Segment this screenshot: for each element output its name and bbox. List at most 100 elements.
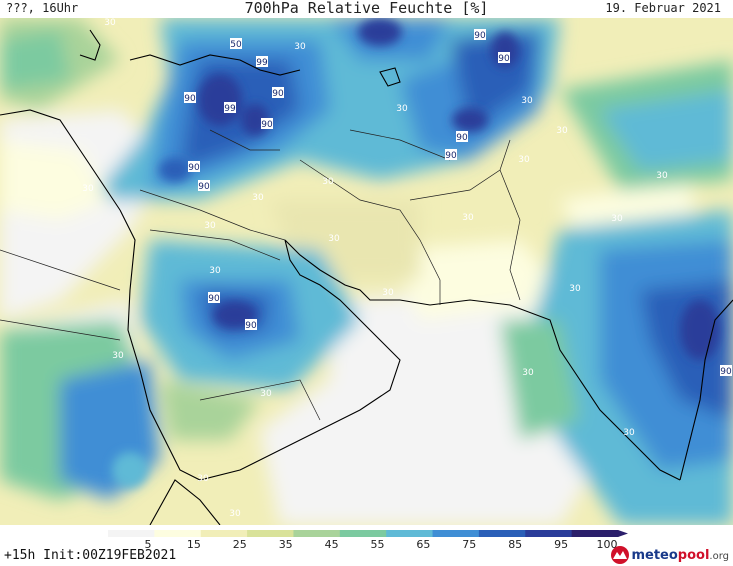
colorbar-tick-label: 95 [554, 538, 568, 549]
init-time-label: +15h Init:00Z19FEB2021 [4, 548, 177, 563]
contour-label-text: 30 [209, 266, 221, 276]
contour-label: 30 [252, 193, 264, 203]
contour-label: 30 [522, 368, 534, 378]
contour-label-text: 90 [445, 151, 457, 161]
colorbar-swatch [525, 530, 573, 537]
contour-label: 90 [261, 118, 273, 130]
colorbar-tick-label: 65 [416, 538, 430, 549]
contour-label: 30 [112, 351, 124, 361]
contour-label-text: 90 [188, 163, 200, 173]
humidity-field [0, 18, 733, 525]
map-title: 700hPa Relative Feuchte [%] [244, 0, 489, 17]
contour-label: 90 [272, 87, 284, 99]
contour-label: 99 [256, 56, 268, 68]
contour-label-text: 30 [260, 389, 272, 399]
contour-label: 30 [229, 509, 241, 519]
contour-label: 90 [245, 319, 257, 331]
colorbar-tick-label: 35 [279, 538, 293, 549]
contour-label-text: 90 [720, 367, 732, 377]
logo-icon [611, 546, 630, 564]
colorbar-tick-label: 25 [233, 538, 247, 549]
borders [0, 129, 521, 421]
contour-label-text: 90 [208, 294, 220, 304]
contour-label: 30 [518, 155, 530, 165]
contour-label: 90 [208, 292, 220, 304]
map-canvas: 30 50 30 99 90 90 90 99 90 90 30 30 90 90 30 30 30 90 90 30… [0, 18, 733, 525]
contour-label-text: 30 [82, 184, 94, 194]
colorbar-tick-label: 15 [187, 538, 201, 549]
contour-label: 90 [184, 92, 196, 104]
colorbar-tick-label: 75 [462, 538, 476, 549]
meteopool-logo: meteopool.org [609, 545, 729, 565]
contour-label: 30 [382, 288, 394, 298]
colorbar-swatch [293, 530, 341, 537]
contour-label-text: 50 [230, 40, 242, 50]
contour-label-text: 30 [522, 368, 534, 378]
contour-label: 90 [445, 149, 457, 161]
contour-label: 30 [197, 474, 209, 484]
colorbar-tick-label: 55 [371, 538, 385, 549]
forecast-date: 19. Februar 2021 [605, 1, 721, 15]
contour-label-text: 30 [396, 104, 408, 114]
contour-label-text: 30 [204, 221, 216, 231]
contour-label-text: 30 [112, 351, 124, 361]
colorbar-tick-label: 85 [508, 538, 522, 549]
contour-label: 30 [82, 184, 94, 194]
contour-label-text: 30 [294, 42, 306, 52]
contour-label-text: 30 [104, 18, 116, 28]
contour-label-text: 30 [328, 234, 340, 244]
contour-label-text: 30 [322, 177, 334, 187]
humidity-map: 30 50 30 99 90 90 90 99 90 90 30 30 90 90 30 30 30 90 90 30… [0, 18, 733, 525]
colorbar-swatch [154, 530, 202, 537]
contour-label-text: 99 [224, 104, 236, 114]
logo-brand-b: pool [677, 547, 710, 563]
contour-label-text: 30 [623, 428, 635, 438]
contour-label: 30 [322, 177, 334, 187]
header-bar: ???, 16Uhr 700hPa Relative Feuchte [%] 1… [0, 0, 733, 18]
contour-label: 30 [623, 428, 635, 438]
colorbar-tick-label: 5 [145, 538, 152, 549]
contour-label: 30 [328, 234, 340, 244]
contour-label-text: 30 [521, 96, 533, 106]
contour-label: 30 [260, 389, 272, 399]
contour-label-text: 90 [198, 182, 210, 192]
contour-label: 30 [656, 171, 668, 181]
colorbar-swatch [432, 530, 480, 537]
colorbar-tick-label: 45 [325, 538, 339, 549]
contour-label: 50 [230, 38, 242, 50]
contour-label: 90 [188, 161, 200, 173]
contour-label: 90 [456, 131, 468, 143]
contour-label: 30 [396, 104, 408, 114]
contour-label-text: 90 [456, 133, 468, 143]
colorbar-extend-arrow [618, 530, 628, 537]
colorbar-swatch [200, 530, 248, 537]
contour-label-text: 90 [272, 89, 284, 99]
logo-suffix: .org [709, 550, 729, 562]
contour-label-text: 30 [252, 193, 264, 203]
contour-label-text: 90 [261, 120, 273, 130]
contour-label: 99 [224, 102, 236, 114]
colorbar-swatches [108, 530, 628, 537]
contour-label: 90 [474, 29, 486, 41]
coastlines [0, 29, 733, 525]
colorbar-swatch [478, 530, 526, 537]
contour-label-text: 30 [556, 126, 568, 136]
contour-label-text: 90 [245, 321, 257, 331]
contour-label: 30 [204, 221, 216, 231]
contour-label-text: 30 [656, 171, 668, 181]
contour-label-text: 99 [256, 58, 268, 68]
contour-label-text: 30 [382, 288, 394, 298]
contour-label-text: 90 [498, 54, 510, 64]
colorbar-tick-label: 100 [597, 538, 618, 549]
contour-label-text: 30 [518, 155, 530, 165]
colorbar-swatch [571, 530, 619, 537]
colorbar-swatch [108, 530, 155, 537]
contour-label: 30 [556, 126, 568, 136]
contour-label-text: 30 [569, 284, 581, 294]
contour-label-text: 30 [611, 214, 623, 224]
contour-label-text: 30 [197, 474, 209, 484]
contour-label: 30 [462, 213, 474, 223]
contour-label-text: 30 [462, 213, 474, 223]
colorbar-swatch [247, 530, 294, 537]
contour-labels: 30 50 30 99 90 90 90 99 90 90 30 30 90 90 30 30 30 90 90 30… [82, 18, 732, 519]
